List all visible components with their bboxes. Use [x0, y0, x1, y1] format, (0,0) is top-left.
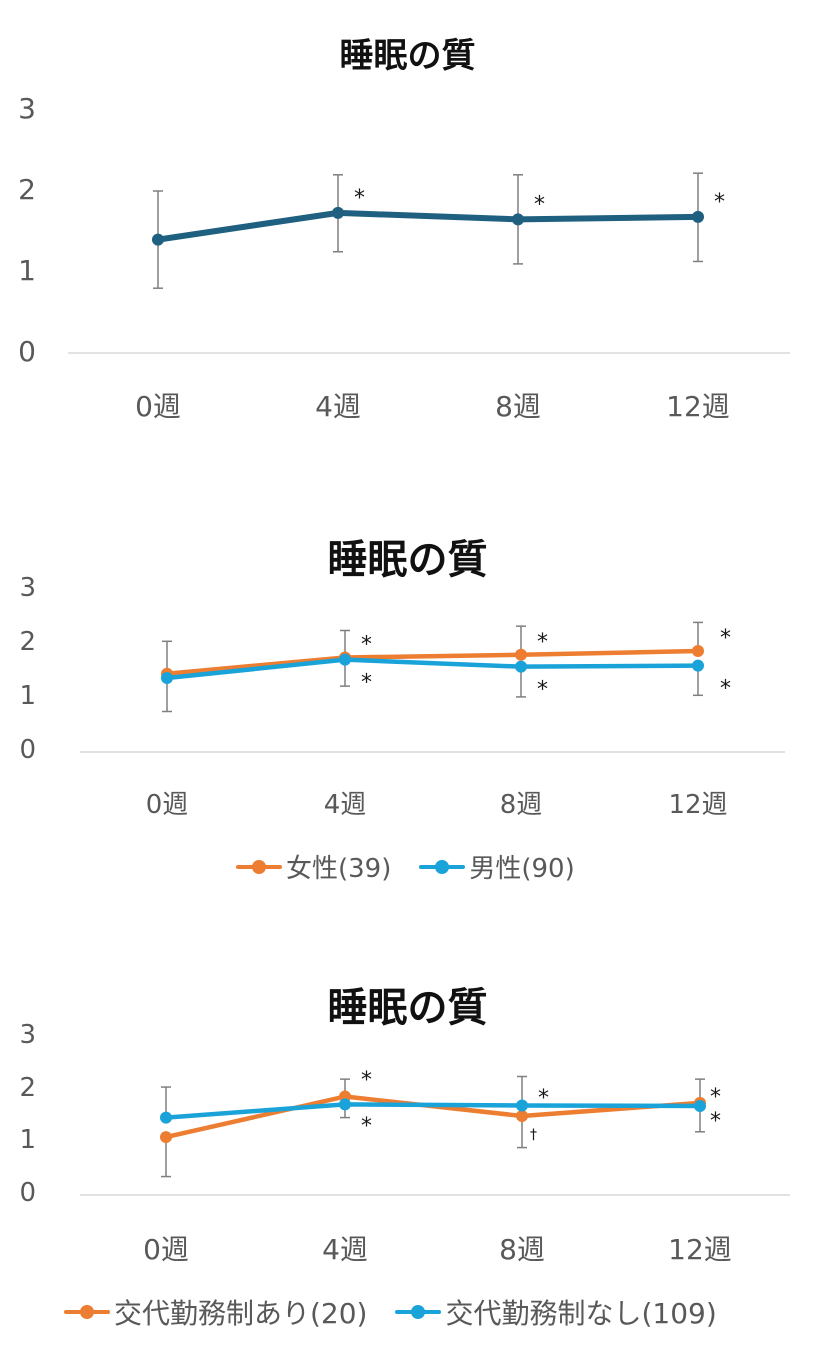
chart-1-series-0-point-0	[152, 233, 164, 246]
chart-3-xtick-3: 12週	[668, 1233, 732, 1266]
legend-label-shift-no: 交代勤務制なし(109)	[445, 1297, 717, 1330]
chart-3-xtick-1: 4週	[322, 1233, 368, 1266]
chart-2-series-0-line	[164, 648, 701, 676]
chart-3-series-1-mark-2: *	[538, 1086, 549, 1111]
chart-3-series-0-mark-3: *	[710, 1085, 721, 1110]
legend-item-shift-yes: 交代勤務制あり(20)	[64, 1292, 367, 1332]
chart-2-xtick-1: 4週	[323, 790, 367, 820]
chart-3-series-1-point-3	[694, 1099, 706, 1112]
chart-3-xtick-0: 0週	[143, 1233, 189, 1266]
chart-3-series-1-line	[163, 1102, 703, 1120]
legend-item-female: 女性(39)	[236, 848, 391, 885]
chart-3-ytick-1: 1	[19, 1125, 36, 1156]
chart-3-ytick-2: 2	[19, 1072, 36, 1103]
chart-3-series-0-line	[163, 1094, 703, 1140]
chart-1-xtick-0: 0週	[135, 390, 181, 423]
chart-2-xtick-0: 0週	[145, 790, 189, 820]
legend-swatch-female	[236, 859, 282, 874]
chart-3-title: 睡眠の質	[327, 985, 488, 1031]
chart-1-xtick-2: 8週	[495, 390, 541, 423]
chart-2-ytick-2: 2	[19, 627, 36, 658]
chart-3-ytick-3: 3	[19, 1020, 36, 1051]
chart-2-series-1-point-0	[161, 672, 173, 685]
chart-2-series-1-mark-2: *	[537, 678, 548, 703]
chart-1-xtick-1: 4週	[315, 390, 361, 423]
legend-label-male: 男性(90)	[469, 854, 575, 884]
chart-3-series-0-mark-2: †	[530, 1127, 537, 1143]
legend-swatch-male	[419, 859, 466, 874]
chart-1-series-0-line	[155, 209, 701, 243]
chart-1-series-0-point-2	[512, 213, 524, 226]
chart-3-series-0-mark-1: *	[361, 1068, 372, 1093]
chart-3-series-1-point-1	[339, 1098, 351, 1111]
chart-3-series-1-mark-3: *	[710, 1109, 721, 1134]
chart-2-series-1-mark-1: *	[361, 671, 372, 696]
chart-1-series-0-point-1	[332, 206, 344, 219]
chart-2-series-0-mark-3: *	[720, 626, 731, 651]
chart-2-title: 睡眠の質	[327, 537, 488, 583]
chart-3-series-1-point-0	[160, 1111, 172, 1124]
chart-2-xtick-3: 12週	[668, 790, 728, 820]
legend-item-male: 男性(90)	[419, 848, 575, 885]
chart-2-series-1-line	[164, 657, 701, 681]
chart-2-ytick-1: 1	[19, 681, 36, 712]
chart-2-series-1-point-3	[692, 659, 704, 672]
chart-3-series-0-point-0	[160, 1131, 172, 1144]
legend-label-female: 女性(39)	[286, 854, 392, 884]
chart-3-series-1-point-2	[516, 1099, 528, 1112]
chart-1-ytick-0: 0	[18, 334, 36, 368]
chart-1-series-0-mark-3: *	[714, 190, 725, 215]
legend-item-shift-no: 交代勤務制なし(109)	[395, 1292, 717, 1332]
chart-3-ytick-0: 0	[19, 1178, 36, 1209]
chart-1-title: 睡眠の質	[339, 36, 476, 76]
chart-1-ytick-3: 3	[18, 91, 36, 125]
chart-2-series-0-point-2	[515, 648, 527, 661]
chart-1-series-0-mark-1: *	[354, 186, 365, 211]
chart-3-series-0-point-2	[516, 1110, 528, 1122]
chart-2-series-0-point-3	[692, 645, 704, 658]
chart-2-series-1-point-2	[515, 660, 527, 673]
chart-1-xtick-3: 12週	[666, 390, 730, 423]
chart-1-ytick-1: 1	[18, 253, 36, 287]
chart-3-series-1-mark-1: *	[361, 1114, 372, 1139]
chart-1-series-0-point-3	[692, 210, 704, 223]
chart-1-ytick-2: 2	[18, 172, 36, 206]
chart-2-legend: 女性(39) 男性(90)	[236, 848, 603, 885]
chart-2-series-0-mark-2: *	[537, 630, 548, 655]
legend-label-shift-yes: 交代勤務制あり(20)	[114, 1297, 368, 1330]
chart-2-series-1-mark-3: *	[720, 677, 731, 702]
chart-2-series-1-point-1	[339, 653, 351, 666]
chart-3-legend: 交代勤務制あり(20) 交代勤務制なし(109)	[64, 1292, 745, 1332]
chart-2-xtick-2: 8週	[499, 790, 543, 820]
chart-2-ytick-3: 3	[19, 573, 36, 604]
chart-3-xtick-2: 8週	[499, 1233, 545, 1266]
legend-swatch-shift-no	[395, 1305, 442, 1319]
chart-2-series-0-mark-1: *	[361, 633, 372, 658]
chart-2-ytick-0: 0	[19, 735, 36, 766]
legend-swatch-shift-yes	[64, 1305, 110, 1319]
chart-1-series-0-mark-2: *	[534, 192, 545, 217]
